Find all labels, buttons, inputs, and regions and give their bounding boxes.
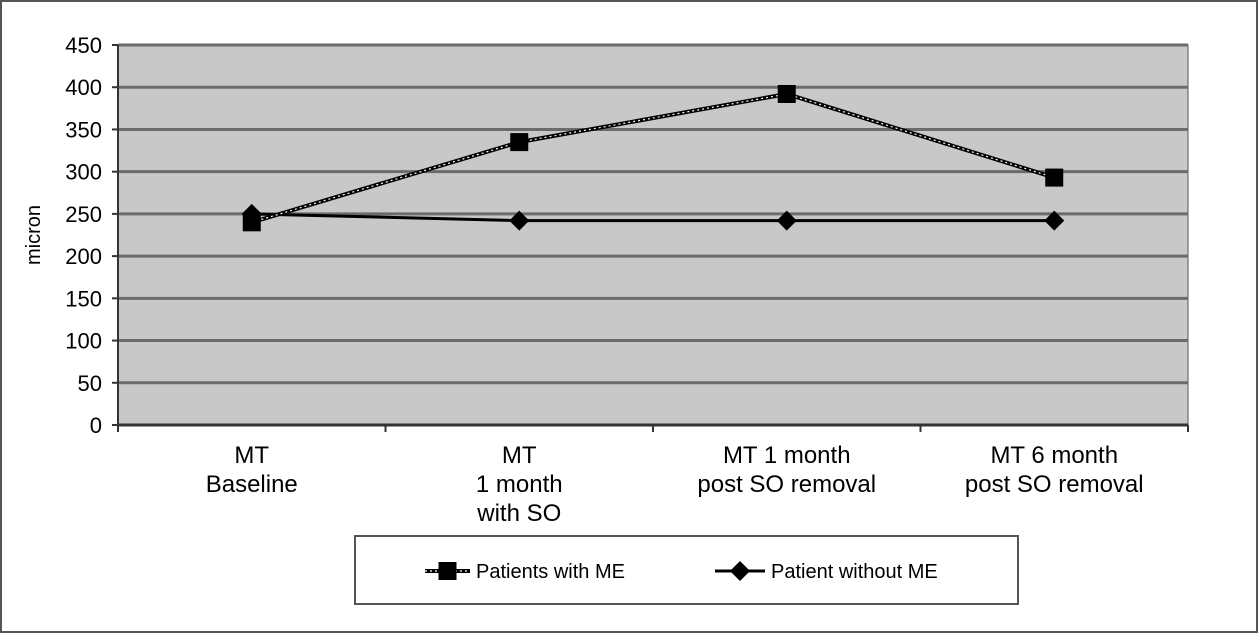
gridlines [118, 43, 1188, 385]
y-tick-label: 50 [78, 371, 102, 396]
x-category-label: MT 6 month post SO removal [965, 442, 1144, 498]
legend-label: Patients with ME [476, 561, 625, 583]
data-point [776, 210, 797, 231]
y-tick-label: 200 [65, 244, 102, 269]
axes [117, 45, 1189, 432]
series-patients-with-me [242, 84, 1064, 232]
series-group [241, 84, 1065, 232]
x-category-label: MT 1 month with SO [476, 442, 563, 527]
x-category-label: MT 1 month post SO removal [697, 442, 876, 498]
data-point [777, 84, 796, 103]
data-point [1045, 168, 1064, 187]
legend-item: Patients with ME [425, 561, 625, 583]
legend-marker [730, 561, 750, 581]
data-point [242, 213, 261, 232]
y-axis-ticks: 0 50 100 150 200 250 300 350 400 450 [65, 33, 118, 438]
series-line-dots [251, 93, 1055, 223]
series-line [251, 212, 1055, 223]
y-tick-label: 150 [65, 286, 102, 311]
data-point [510, 133, 529, 152]
plot-area [117, 44, 1189, 426]
legend-marker [438, 562, 457, 580]
y-axis-label: micron [23, 205, 45, 265]
y-tick-label: 250 [65, 202, 102, 227]
legend: Patients with ME Patient without ME [354, 535, 1019, 605]
y-tick-label: 300 [65, 160, 102, 185]
x-category-label: MT Baseline [206, 442, 298, 498]
y-tick-label: 0 [90, 413, 102, 438]
data-point [1044, 210, 1065, 231]
y-tick-label: 100 [65, 329, 102, 354]
y-tick-label: 400 [65, 75, 102, 100]
y-tick-label: 450 [65, 33, 102, 58]
legend-label: Patient without ME [771, 561, 938, 583]
x-axis-categories: MT Baseline MT 1 month with SO MT 1 month post… [206, 442, 1144, 527]
y-tick-label: 350 [65, 117, 102, 142]
legend-item: Patient without ME [715, 561, 938, 583]
data-point [509, 210, 530, 231]
